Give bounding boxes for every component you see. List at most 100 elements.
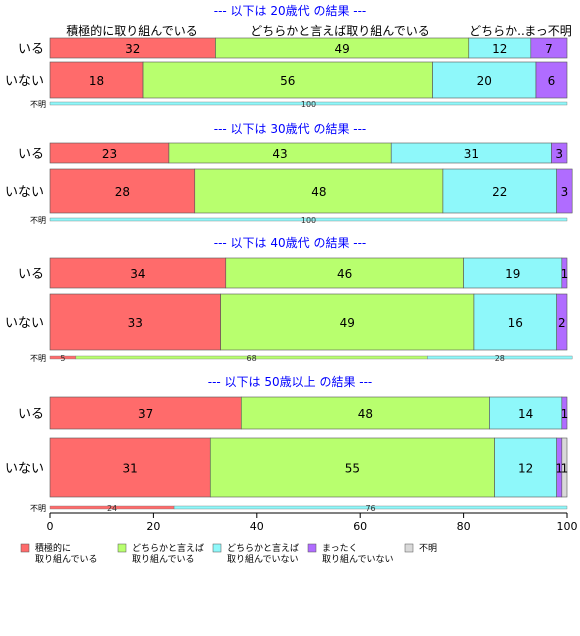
bar-segment [142, 61, 433, 99]
legend-swatch [307, 543, 317, 553]
data-label: 56 [280, 74, 295, 88]
row-label: いる [18, 267, 44, 282]
bar-segment [561, 396, 568, 430]
bar-segment [220, 293, 475, 351]
data-label: 55 [345, 462, 360, 476]
category-header-2: どちらか.. [469, 24, 525, 38]
data-label: 1 [561, 267, 569, 281]
panel-title: --- 以下は 30歳代 の結果 --- [214, 122, 367, 136]
data-label: 22 [492, 185, 507, 199]
legend-label: どちらかと言えば [132, 542, 204, 554]
unknown-bar-segment [173, 505, 568, 510]
row-label-unknown: 不明 [30, 504, 46, 513]
bar-segment [494, 437, 557, 498]
unknown-bar-segment [49, 217, 568, 222]
legend-label: 積極的に [35, 542, 71, 554]
legend-label: まったく [322, 543, 358, 554]
unknown-data-label: 24 [107, 504, 117, 513]
row-label: いない [5, 74, 44, 89]
bar-segment [463, 257, 563, 289]
data-label: 48 [358, 407, 373, 421]
data-label: 6 [548, 74, 556, 88]
category-header-0: 積極的に取り組んでいる [66, 23, 197, 38]
data-label: 48 [311, 185, 326, 199]
unknown-data-label: 76 [365, 504, 375, 513]
row-label: いる [18, 147, 44, 162]
data-label: 16 [508, 316, 523, 330]
legend-swatch [212, 543, 222, 553]
legend-label: 不明 [419, 543, 437, 554]
data-label: 34 [130, 267, 145, 281]
bar-segment [209, 437, 495, 498]
bar-segment [240, 396, 490, 430]
data-label: 28 [115, 185, 130, 199]
bar-segment [49, 437, 211, 498]
panel-title: --- 以下は 50歳以上 の結果 --- [208, 375, 373, 389]
bar-segment [49, 293, 221, 351]
legend-label: 取り組んでいない [227, 553, 299, 565]
bar-segment [530, 37, 568, 59]
unknown-data-label: 100 [301, 100, 316, 109]
bar-segment [561, 257, 568, 289]
bar-segment [432, 61, 537, 99]
legend-label: 取り組んでいる [35, 553, 98, 565]
data-label: 1 [561, 407, 569, 421]
bar-segment [561, 437, 568, 498]
bar-segment [551, 142, 568, 164]
data-label: 2 [558, 316, 566, 330]
data-label: 37 [138, 407, 153, 421]
legend-swatch [117, 543, 127, 553]
unknown-data-label: 100 [301, 216, 316, 225]
data-label: 32 [125, 42, 140, 56]
bar-segment [442, 168, 557, 214]
data-label: 3 [561, 185, 569, 199]
unknown-bar-segment [427, 355, 573, 360]
unknown-bar-segment [49, 101, 568, 106]
bar-segment [225, 257, 464, 289]
bar-segment [535, 61, 568, 99]
data-label: 33 [128, 316, 143, 330]
x-tick-label: 60 [353, 520, 367, 533]
data-label: 49 [340, 316, 355, 330]
unknown-data-label: 68 [247, 354, 257, 363]
data-label: 1 [561, 462, 569, 476]
row-label: いない [5, 462, 44, 477]
bar-segment [49, 168, 196, 214]
data-label: 49 [334, 42, 349, 56]
category-header-1: どちらかと言えば取り組んでいる [250, 24, 429, 38]
data-label: 46 [337, 267, 352, 281]
bar-segment [556, 168, 573, 214]
data-label: 12 [492, 42, 507, 56]
data-label: 3 [555, 147, 563, 161]
bar-segment [489, 396, 563, 430]
data-label: 43 [272, 147, 287, 161]
legend-swatch [20, 543, 30, 553]
bar-segment [49, 396, 242, 430]
data-label: 1 [555, 462, 563, 476]
data-label: 7 [545, 42, 553, 56]
unknown-data-label: 28 [495, 354, 505, 363]
data-label: 19 [505, 267, 520, 281]
x-tick-label: 0 [47, 520, 54, 533]
data-label: 31 [122, 462, 137, 476]
panel-title: --- 以下は 40歳代 の結果 --- [214, 236, 367, 250]
data-label: 18 [89, 74, 104, 88]
legend-label: どちらかと言えば [227, 542, 299, 554]
bar-segment [556, 293, 568, 351]
x-tick-label: 20 [146, 520, 160, 533]
row-label: いる [18, 407, 44, 422]
data-label: 23 [102, 147, 117, 161]
legend-swatch [404, 543, 414, 553]
row-label-unknown: 不明 [30, 100, 46, 109]
x-tick-label: 100 [557, 520, 578, 533]
x-tick-label: 80 [457, 520, 471, 533]
unknown-data-label: 5 [60, 354, 65, 363]
x-tick-label: 40 [250, 520, 264, 533]
data-label: 20 [477, 74, 492, 88]
data-label: 14 [518, 407, 533, 421]
data-label: 31 [464, 147, 479, 161]
category-header-3: まっ不明 [524, 24, 572, 38]
row-label-unknown: 不明 [30, 354, 46, 363]
data-label: 12 [518, 462, 533, 476]
